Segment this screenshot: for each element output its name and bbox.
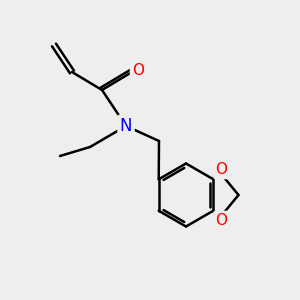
Text: N: N [120, 117, 132, 135]
Text: O: O [215, 162, 227, 177]
Text: O: O [215, 213, 227, 228]
Text: O: O [132, 63, 144, 78]
